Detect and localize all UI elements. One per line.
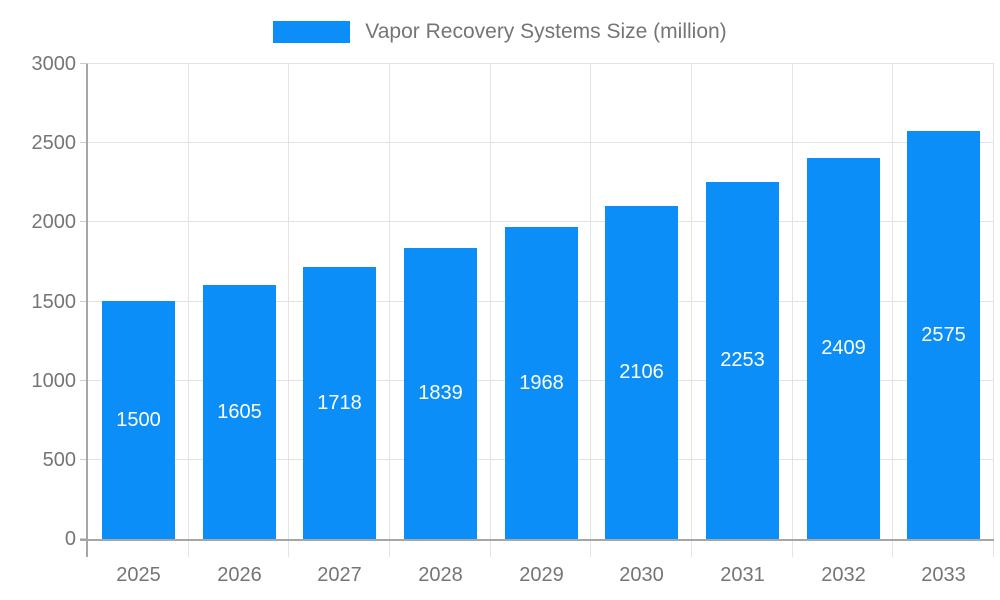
y-tick: [80, 142, 88, 143]
x-tick: [188, 539, 189, 557]
y-tick: [80, 301, 88, 302]
legend[interactable]: Vapor Recovery Systems Size (million): [0, 20, 1000, 44]
y-tick: [80, 538, 88, 539]
h-gridline: [88, 63, 994, 64]
x-tick: [691, 539, 692, 557]
legend-label: Vapor Recovery Systems Size (million): [365, 20, 727, 43]
v-gridline: [389, 64, 390, 539]
bar-2032[interactable]: 2409: [807, 158, 880, 539]
y-axis-label: 3000: [31, 53, 77, 75]
x-axis-label: 2027: [317, 564, 362, 586]
bar-2033[interactable]: 2575: [907, 131, 980, 539]
x-axis-label: 2028: [418, 564, 463, 586]
v-gridline: [892, 64, 893, 539]
bar-2030[interactable]: 2106: [605, 206, 678, 539]
y-tick: [80, 380, 88, 381]
legend-swatch: [273, 21, 351, 43]
y-tick: [80, 459, 88, 460]
bar-value-label: 1500: [116, 408, 161, 431]
x-tick: [993, 539, 994, 557]
bar-2027[interactable]: 1718: [303, 267, 376, 539]
bar-2026[interactable]: 1605: [203, 285, 276, 539]
v-gridline: [590, 64, 591, 539]
x-axis-label: 2025: [116, 564, 161, 586]
v-gridline: [288, 64, 289, 539]
x-tick: [288, 539, 289, 557]
y-axis-label: 500: [42, 449, 76, 471]
y-axis-label: 0: [64, 528, 76, 550]
h-gridline: [88, 142, 994, 143]
bar-value-label: 2409: [821, 337, 866, 359]
bar-value-label: 1718: [317, 391, 362, 414]
v-gridline: [188, 64, 189, 539]
bar-value-label: 2253: [720, 349, 765, 371]
y-axis-line: [86, 64, 88, 557]
x-tick: [590, 539, 591, 557]
bar-2028[interactable]: 1839: [404, 248, 477, 539]
x-tick: [389, 539, 390, 557]
x-axis-label: 2026: [217, 564, 262, 586]
v-gridline: [691, 64, 692, 539]
y-tick: [80, 221, 88, 222]
bar-2031[interactable]: 2253: [706, 182, 779, 539]
y-axis-label: 2000: [31, 211, 77, 233]
y-axis-label: 1000: [31, 370, 77, 392]
x-tick: [490, 539, 491, 557]
x-axis-label: 2030: [619, 564, 664, 586]
v-gridline: [792, 64, 793, 539]
y-axis-label: 2500: [31, 132, 77, 154]
bar-value-label: 1605: [217, 400, 262, 423]
bar-2025[interactable]: 1500: [102, 301, 175, 539]
y-tick: [80, 63, 88, 64]
v-gridline: [490, 64, 491, 539]
x-tick: [892, 539, 893, 557]
bar-value-label: 2575: [921, 323, 966, 346]
v-gridline: [993, 64, 994, 539]
bar-value-label: 2106: [619, 361, 664, 383]
h-gridline: [88, 221, 994, 222]
bar-value-label: 1839: [418, 382, 463, 404]
x-axis-label: 2033: [921, 564, 966, 586]
x-axis-label: 2029: [519, 564, 564, 586]
y-axis-label: 1500: [31, 291, 77, 313]
bar-2029[interactable]: 1968: [505, 227, 578, 539]
x-axis-label: 2031: [720, 564, 765, 586]
x-axis-line: [80, 539, 994, 541]
x-axis-label: 2032: [821, 564, 866, 586]
bar-value-label: 1968: [519, 371, 564, 394]
x-tick: [792, 539, 793, 557]
